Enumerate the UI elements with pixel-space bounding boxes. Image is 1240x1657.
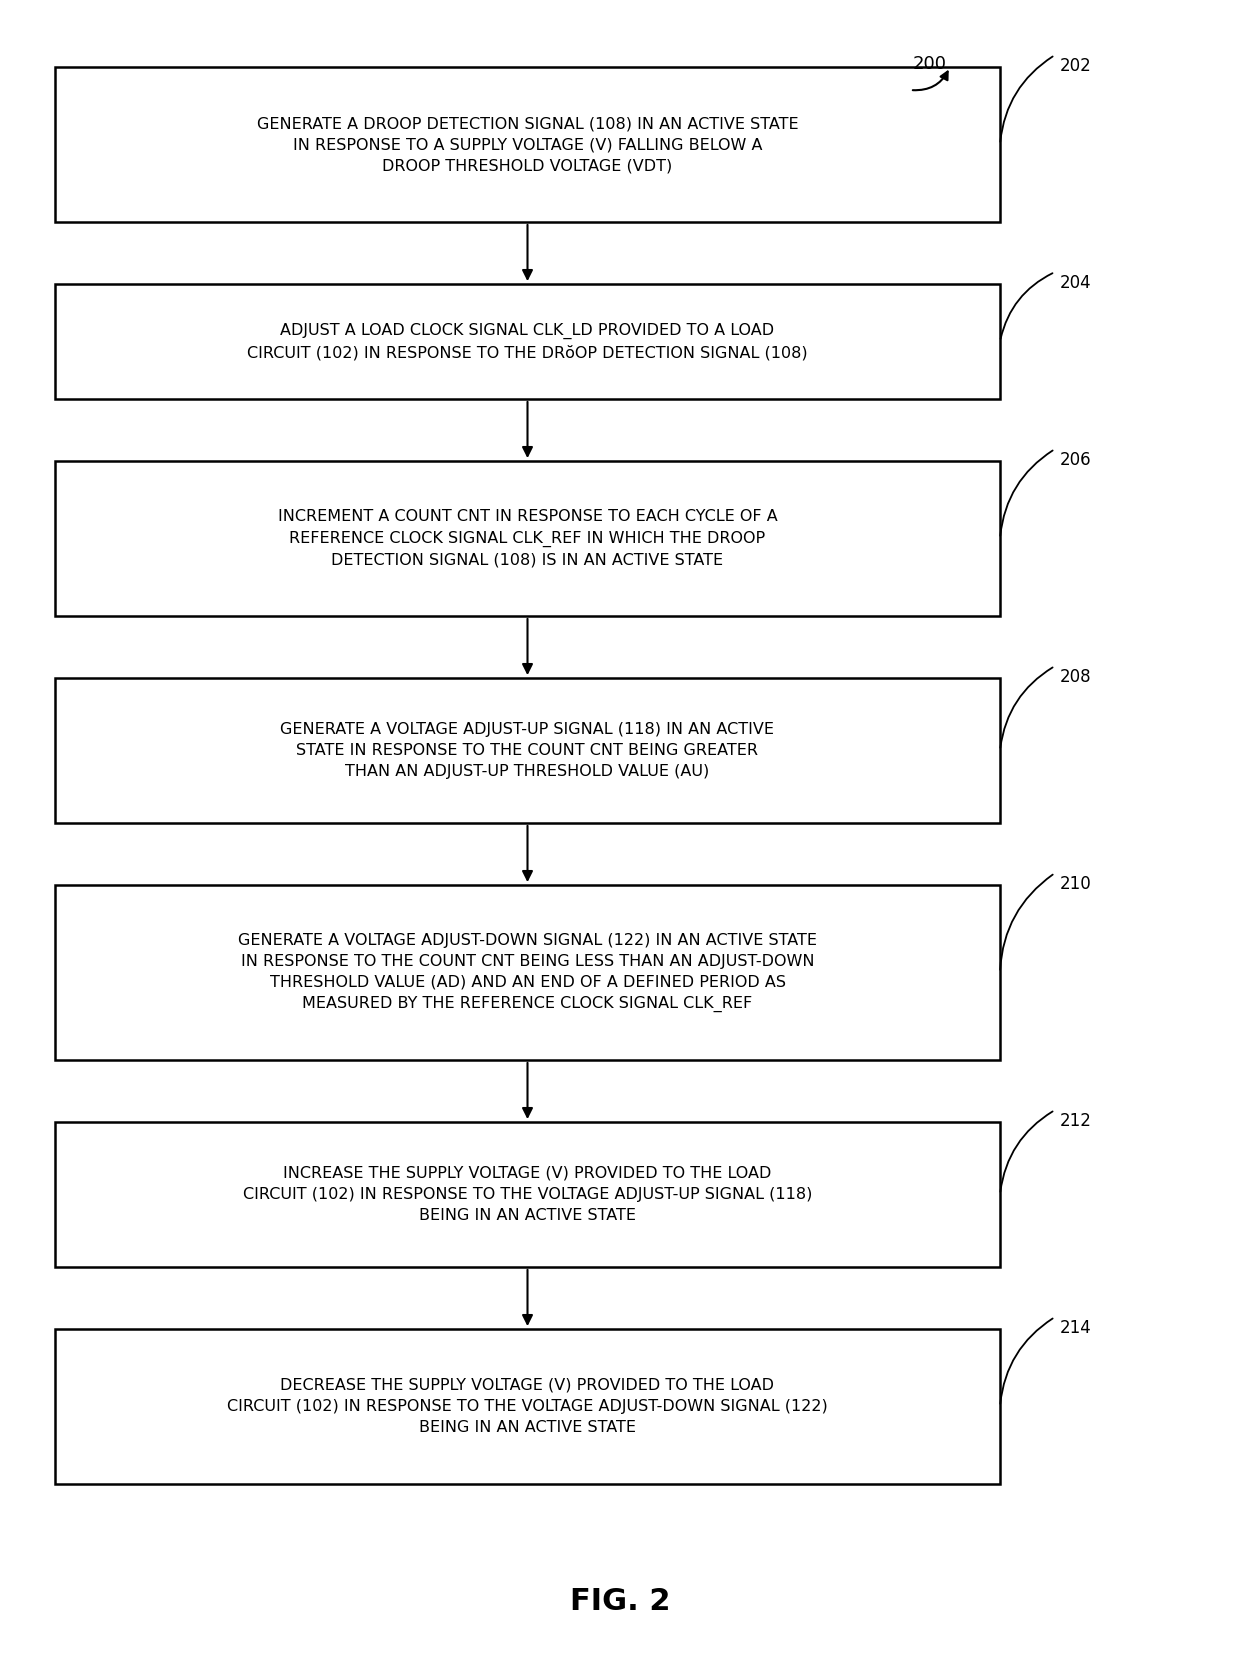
Text: 212: 212 [1060, 1112, 1092, 1130]
Text: 208: 208 [1060, 668, 1091, 686]
Bar [55, 283, 999, 399]
Text: INCREMENT A COUNT CNT IN RESPONSE TO EACH CYCLE OF A
REFERENCE CLOCK SIGNAL CLK_: INCREMENT A COUNT CNT IN RESPONSE TO EAC… [278, 509, 777, 568]
Text: 200: 200 [913, 55, 947, 73]
Text: GENERATE A VOLTAGE ADJUST-UP SIGNAL (118) IN AN ACTIVE
STATE IN RESPONSE TO THE : GENERATE A VOLTAGE ADJUST-UP SIGNAL (118… [280, 722, 775, 779]
Text: ADJUST A LOAD CLOCK SIGNAL CLK_LD PROVIDED TO A LOAD
CIRCUIT (102) IN RESPONSE T: ADJUST A LOAD CLOCK SIGNAL CLK_LD PROVID… [247, 323, 807, 361]
Bar [55, 885, 999, 1060]
Text: 202: 202 [1060, 56, 1091, 75]
Text: GENERATE A DROOP DETECTION SIGNAL (108) IN AN ACTIVE STATE
IN RESPONSE TO A SUPP: GENERATE A DROOP DETECTION SIGNAL (108) … [257, 116, 799, 172]
Bar [55, 678, 999, 824]
Bar [55, 1122, 999, 1268]
Text: DECREASE THE SUPPLY VOLTAGE (V) PROVIDED TO THE LOAD
CIRCUIT (102) IN RESPONSE T: DECREASE THE SUPPLY VOLTAGE (V) PROVIDED… [227, 1379, 828, 1435]
Bar [55, 1329, 999, 1485]
Text: 210: 210 [1060, 875, 1091, 893]
Bar [55, 461, 999, 616]
Text: 204: 204 [1060, 273, 1091, 292]
Bar [55, 66, 999, 222]
Text: 206: 206 [1060, 451, 1091, 469]
Text: GENERATE A VOLTAGE ADJUST-DOWN SIGNAL (122) IN AN ACTIVE STATE
IN RESPONSE TO TH: GENERATE A VOLTAGE ADJUST-DOWN SIGNAL (1… [238, 933, 817, 1012]
Text: 214: 214 [1060, 1319, 1091, 1337]
Text: FIG. 2: FIG. 2 [569, 1587, 671, 1617]
Text: INCREASE THE SUPPLY VOLTAGE (V) PROVIDED TO THE LOAD
CIRCUIT (102) IN RESPONSE T: INCREASE THE SUPPLY VOLTAGE (V) PROVIDED… [243, 1167, 812, 1223]
